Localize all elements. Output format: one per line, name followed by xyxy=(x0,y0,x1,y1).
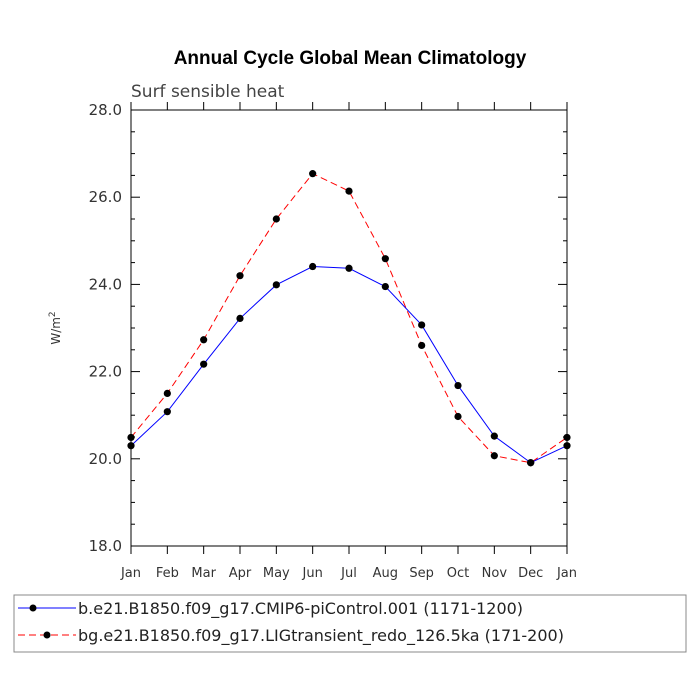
x-tick-label: Jun xyxy=(302,566,323,581)
series-1-point xyxy=(236,314,244,323)
series-2-point xyxy=(163,389,171,397)
series-1-point xyxy=(127,442,135,450)
y-tick-label: 22.0 xyxy=(89,363,122,381)
x-tick-label: Mar xyxy=(191,566,216,581)
legend-label-series-2: bg.e21.B1850.f09_g17.LIGtransient_redo_1… xyxy=(78,626,564,646)
x-tick-label: Aug xyxy=(373,566,398,581)
legend-box xyxy=(13,594,687,653)
x-tick-label: May xyxy=(263,566,290,581)
x-tick-label: Jan xyxy=(120,566,141,581)
series-2-point xyxy=(236,272,244,280)
x-tick-label: Dec xyxy=(518,566,543,581)
series-2-point xyxy=(272,215,280,223)
series-2-point xyxy=(490,452,498,460)
series-1-line xyxy=(130,266,568,464)
series-2-point xyxy=(454,412,462,421)
y-axis-label: W/m2 xyxy=(48,311,63,344)
y-axis-ticks: 18.0 20.0 22.0 24.0 26.0 28.0 xyxy=(89,101,567,555)
y-tick-label: 20.0 xyxy=(89,450,122,468)
legend-label-series-1: b.e21.B1850.f09_g17.CMIP6-piControl.001 … xyxy=(78,599,523,619)
series-2-point xyxy=(345,187,353,195)
x-tick-label: Oct xyxy=(447,566,469,581)
series-1-point xyxy=(200,360,208,368)
y-tick-label: 26.0 xyxy=(89,188,122,206)
chart-title: Annual Cycle Global Mean Climatology xyxy=(174,48,527,69)
series-2-point xyxy=(127,433,135,442)
x-tick-label: Sep xyxy=(409,566,434,581)
series-1-point xyxy=(454,381,462,390)
series-1-point xyxy=(381,282,389,291)
x-axis-ticks: Jan Feb Mar Apr May Jun Jul Aug Sep Oct Nov Dec Jan xyxy=(120,102,577,581)
legend: b.e21.B1850.f09_g17.CMIP6-piControl.001 … xyxy=(13,594,687,653)
y-tick-label: 28.0 xyxy=(89,101,122,119)
series-2-line xyxy=(130,173,568,464)
series-1-point xyxy=(345,264,353,272)
series-layer xyxy=(127,170,571,467)
legend-marker-series-1 xyxy=(29,604,37,612)
series-1-point xyxy=(163,408,171,416)
series-1-point xyxy=(490,432,498,440)
series-2-point xyxy=(309,170,317,178)
series-2-point xyxy=(563,433,571,442)
legend-marker-series-2 xyxy=(43,631,51,639)
series-1-point xyxy=(418,321,426,329)
series-2-point xyxy=(200,336,208,344)
x-tick-label: Nov xyxy=(482,566,508,581)
x-tick-label: Jul xyxy=(340,566,357,581)
x-tick-label: Apr xyxy=(229,566,252,581)
series-2-point xyxy=(381,255,389,263)
series-1-point xyxy=(563,442,571,450)
x-tick-label: Jan xyxy=(556,566,577,581)
y-tick-label: 24.0 xyxy=(89,275,122,293)
y-tick-label: 18.0 xyxy=(89,537,122,555)
plot-frame xyxy=(130,109,568,547)
x-tick-label: Feb xyxy=(156,566,179,581)
series-1-point xyxy=(272,281,280,289)
series-1-point xyxy=(527,459,535,467)
series-1-point xyxy=(309,262,317,271)
series-2-point xyxy=(418,341,426,350)
chart-subtitle: Surf sensible heat xyxy=(131,82,285,102)
